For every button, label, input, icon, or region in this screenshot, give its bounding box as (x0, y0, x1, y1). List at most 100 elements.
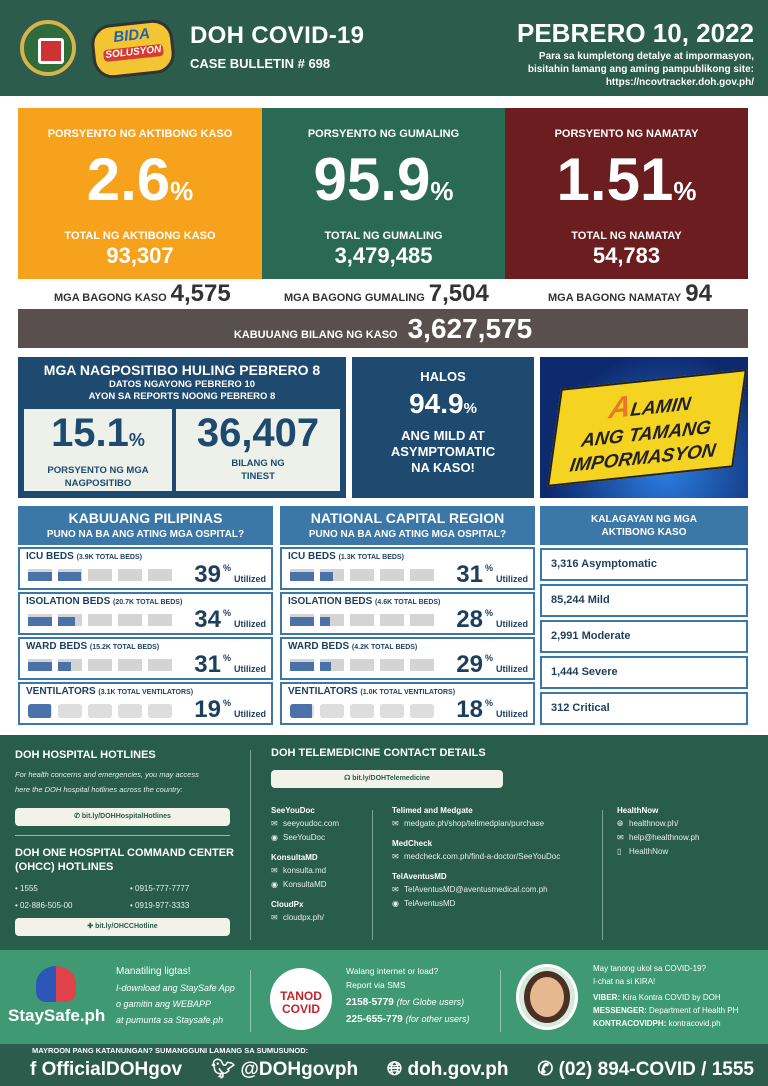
email-icon: ✉ (392, 852, 399, 861)
bed-icon (88, 569, 112, 581)
note-line: bisitahin lamang ang aming pampublikong … (527, 64, 754, 75)
card-label: PORSYENTO NG GUMALING (307, 128, 460, 140)
percent-sign: % (222, 563, 231, 573)
bulletin-date: PEBRERO 10, 2022 (516, 18, 754, 48)
email-icon: ✉ (617, 833, 624, 842)
bed-icon (118, 614, 142, 626)
bed-icon (28, 614, 52, 626)
bed-icon (290, 614, 314, 626)
percent-sign: % (484, 698, 493, 708)
facebook-link[interactable]: f OfficialDOHgov (30, 1059, 183, 1080)
telemedicine-link[interactable]: ☊ bit.ly/DOHTelemedicine (271, 770, 503, 788)
ventilator-icon (350, 704, 374, 718)
positivity-rate-box: 15.1% PORSYENTO NG MGA NAGPOSITIBO (24, 409, 172, 491)
utilization-row: VENTILATORS (3.1K TOTAL VENTILATORS) 19 … (18, 682, 273, 725)
utilization-row: VENTILATORS (1.0K TOTAL VENTILATORS) 18 … (280, 682, 535, 725)
bed-icon (88, 659, 112, 671)
ohcc-hotline-link[interactable]: ✚ bit.ly/OHCCHotline (15, 918, 230, 936)
utilization-row: ISOLATION BEDS (20.7K TOTAL BEDS) 34 % U… (18, 592, 273, 635)
card-total: 3,479,485 (334, 243, 433, 268)
hotlines-desc: For health concerns and emergencies, you… (15, 770, 199, 794)
positivity-panel: MGA NAGPOSITIBO HULING PEBRERO 8 DATOS N… (18, 357, 346, 498)
provider-contact[interactable]: ✉ konsulta.md (271, 864, 369, 878)
phone-hotline[interactable]: ✆ (02) 894-COVID / 1555 (537, 1059, 754, 1080)
status-asymptomatic: 3,316 Asymptomatic (540, 548, 748, 581)
utilization-row: ISOLATION BEDS (4.6K TOTAL BEDS) 28 % Ut… (280, 592, 535, 635)
ventilator-icon (28, 704, 52, 718)
utilization-percent: 28 (456, 606, 483, 633)
resource-name: WARD BEDS (4.2K TOTAL BEDS) (288, 641, 418, 652)
bed-icon (290, 659, 314, 671)
divider (250, 750, 251, 940)
divider (500, 970, 501, 1032)
tested-box: 36,407 BILANG NG TINEST (176, 409, 340, 491)
ventilator-icon (148, 704, 172, 718)
bed-icon (118, 659, 142, 671)
twitter-link[interactable]: 🐦︎ @DOHgovph (210, 1059, 359, 1080)
website-link[interactable]: 🌐︎ doh.gov.ph (387, 1059, 509, 1080)
ventilator-icon (88, 704, 112, 718)
bed-icon (88, 614, 112, 626)
bed-icon (320, 614, 344, 626)
panel-header: NATIONAL CAPITAL REGION PUNO NA BA ANG AT… (280, 506, 535, 545)
status-critical: 312 Critical (540, 692, 748, 725)
bed-icon (410, 569, 434, 581)
utilization-icons (290, 569, 434, 581)
provider-name: MedCheck (392, 839, 433, 848)
telemedicine-title: DOH TELEMEDICINE CONTACT DETAILS (271, 747, 486, 759)
bida-solusyon-logo: BIDA SOLUSYON (89, 17, 177, 81)
provider-contact[interactable]: ✉ help@healthnow.ph (617, 831, 757, 845)
resource-name: ICU BEDS (3.9K TOTAL BEDS) (26, 551, 142, 562)
email-icon: ✉ (271, 819, 278, 828)
percent-sign: % (484, 608, 493, 618)
utilization-icons (290, 659, 434, 671)
provider-contact[interactable]: ✉ TelAventusMD@aventusmedical.com.ph (392, 883, 598, 897)
utilization-icons (28, 659, 172, 671)
bed-icon (380, 659, 404, 671)
globe-icon: 🌐︎ (387, 1059, 408, 1080)
utilized-label: Utilized (495, 664, 528, 674)
ohcc-title: DOH ONE HOSPITAL COMMAND CENTER (OHCC) HO… (15, 847, 234, 873)
bed-icon (320, 569, 344, 581)
hospital-panel-ncr: NATIONAL CAPITAL REGION PUNO NA BA ANG AT… (280, 506, 535, 729)
card-label: PORSYENTO NG AKTIBONG KASO (47, 128, 233, 140)
provider-name: SeeYouDoc (271, 806, 315, 815)
provider-contact[interactable]: ✉ seeyoudoc.com (271, 817, 369, 831)
provider-contact[interactable]: 🌐︎ healthnow.ph/ (617, 817, 757, 831)
utilized-label: Utilized (495, 574, 528, 584)
bed-icon (350, 614, 374, 626)
resource-name: VENTILATORS (3.1K TOTAL VENTILATORS) (26, 686, 194, 697)
card-percent: 95.9% (313, 146, 454, 213)
utilized-label: Utilized (233, 619, 266, 629)
hospital-hotlines-link[interactable]: ✆ bit.ly/DOHHospitalHotlines (15, 808, 230, 826)
provider-contact[interactable]: ◉ SeeYouDoc (271, 831, 369, 845)
provider-contact[interactable]: ✉ medgate.ph/shop/telimedplan/purchase (392, 817, 598, 831)
tanod-text: Walang internet or load? Report via SMS 2… (346, 966, 470, 1025)
card-percent: 1.51% (556, 146, 697, 213)
card-total-label: TOTAL NG AKTIBONG KASO (64, 230, 216, 242)
bed-icon (28, 569, 52, 581)
tracker-link[interactable]: https://ncovtracker.doh.gov.ph/ (605, 77, 754, 88)
card-total-label: TOTAL NG NAMATAY (571, 230, 682, 242)
percent-sign: % (222, 698, 231, 708)
footer-links: f OfficialDOHgov 🐦︎ @DOHgovph 🌐︎ doh.gov… (30, 1058, 754, 1082)
provider-contact[interactable]: ✉ cloudpx.ph/ (271, 911, 369, 925)
plus-icon: ✚ (87, 923, 96, 930)
ventilator-icon (118, 704, 142, 718)
provider-contact[interactable]: ◉ TelAventusMD (392, 897, 598, 911)
provider-contact[interactable]: ▯ HealthNow (617, 845, 757, 859)
utilized-label: Utilized (233, 574, 266, 584)
ohcc-numbers: • 1555 • 0915-777-7777 • 02-886-505-00 • 09… (15, 884, 190, 910)
provider-contact[interactable]: ◉ KonsultaMD (271, 878, 369, 892)
footer-question: MAYROON PANG KATANUNGAN? SUMANGGUNI LAMA… (32, 1046, 309, 1055)
utilization-row: WARD BEDS (4.2K TOTAL BEDS) 29 % Utilize… (280, 637, 535, 680)
utilization-icons (28, 704, 172, 718)
panel-header: KABUUANG PILIPINAS PUNO NA BA ANG ATING M… (18, 506, 273, 545)
percent-sign: % (222, 653, 231, 663)
provider-contact[interactable]: ✉ medcheck.com.ph/find-a-doctor/SeeYouDoc (392, 850, 598, 864)
utilization-percent: 29 (456, 651, 483, 678)
resource-name: ICU BEDS (1.3K TOTAL BEDS) (288, 551, 404, 562)
kira-avatar (516, 964, 578, 1030)
promo-section: StaySafe.ph Manatiling ligtas! I-download… (0, 950, 768, 1044)
ventilator-icon (320, 704, 344, 718)
